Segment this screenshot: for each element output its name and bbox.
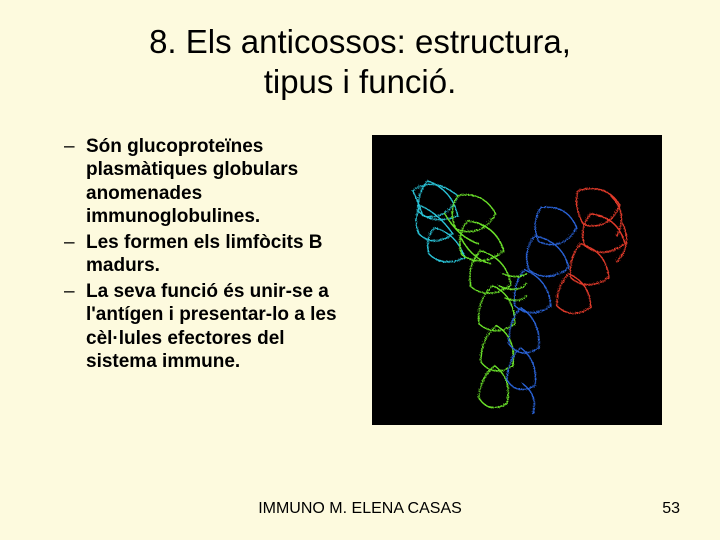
page-number: 53 [662, 500, 680, 518]
bullet-text: Són glucoproteïnes plasmàtiques globular… [86, 136, 298, 227]
title-line-1: 8. Els anticossos: estructura, [149, 23, 571, 60]
slide-title: 8. Els anticossos: estructura, tipus i f… [48, 22, 672, 101]
chain-heavy-left [444, 194, 514, 407]
slide: 8. Els anticossos: estructura, tipus i f… [0, 0, 720, 540]
bullet-item: La seva funció és unir-se a l'antígen i … [70, 280, 358, 373]
bullet-text: La seva funció és unir-se a l'antígen i … [86, 281, 337, 372]
bullet-item: Són glucoproteïnes plasmàtiques globular… [70, 135, 358, 228]
footer-author: IMMUNO M. ELENA CASAS [0, 500, 720, 518]
bullet-item: Les formen els limfòcits B madurs. [70, 231, 358, 277]
bullet-text: Les formen els limfòcits B madurs. [86, 232, 323, 276]
chain-light-left [412, 180, 464, 261]
antibody-figure [372, 135, 662, 425]
chain-heavy-right [506, 207, 576, 414]
chain-light-right [556, 188, 626, 313]
chain-hinge [498, 273, 526, 300]
bullet-list: Són glucoproteïnes plasmàtiques globular… [48, 135, 358, 376]
title-line-2: tipus i funció. [264, 63, 457, 100]
content-row: Són glucoproteïnes plasmàtiques globular… [48, 135, 672, 425]
antibody-svg [372, 135, 662, 425]
